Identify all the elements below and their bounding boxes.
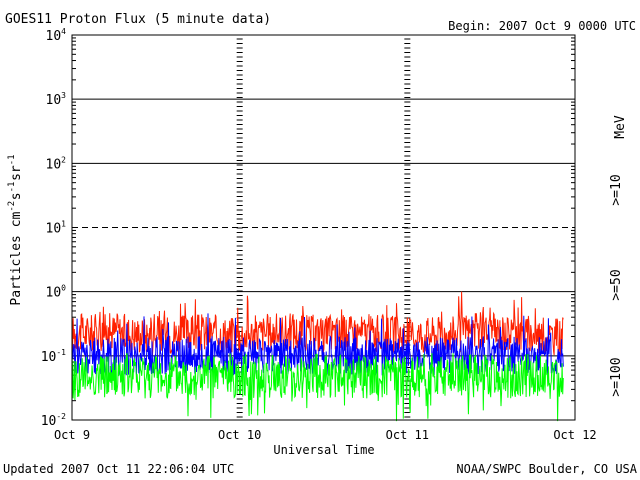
y-axis-label: Particles cm-2 s-1 sr-1 bbox=[7, 154, 24, 305]
y-tick-label: 10-1 bbox=[41, 348, 66, 365]
x-tick-labels: Oct 9 Oct 10 Oct 11 Oct 12 bbox=[54, 428, 597, 442]
y-tick-label: 104 bbox=[46, 27, 67, 44]
y-tick-labels: 104 103 102 101 100 10-1 10-2 bbox=[41, 27, 66, 429]
updated-time: Updated 2007 Oct 11 22:06:04 UTC bbox=[3, 462, 234, 476]
y-tick-label: 102 bbox=[46, 155, 67, 172]
x-axis-label: Universal Time bbox=[273, 443, 374, 457]
plot-frame bbox=[71, 34, 576, 421]
x-tick-label: Oct 9 bbox=[54, 428, 90, 442]
series-layer bbox=[71, 291, 564, 422]
y-axis-label-text: Particles cm-2 s-1 sr-1 bbox=[7, 154, 24, 305]
x-tick-label: Oct 11 bbox=[386, 428, 429, 442]
legend-item: >=10 bbox=[609, 174, 624, 205]
series-line bbox=[71, 353, 564, 422]
x-tick-label: Oct 12 bbox=[553, 428, 596, 442]
y-tick-label: 103 bbox=[46, 91, 67, 108]
legend: >=10 >=50 >=100 MeV bbox=[609, 115, 628, 396]
x-tick-label: Oct 10 bbox=[218, 428, 261, 442]
legend-units: MeV bbox=[613, 115, 628, 139]
credit: NOAA/SWPC Boulder, CO USA bbox=[456, 462, 637, 476]
legend-item: >=50 bbox=[609, 269, 624, 300]
y-tick-label: 10-2 bbox=[41, 412, 66, 429]
y-tick-label: 100 bbox=[46, 284, 67, 301]
chart-title: GOES11 Proton Flux (5 minute data) bbox=[5, 12, 271, 27]
legend-item: >=100 bbox=[609, 357, 624, 396]
begin-time: Begin: 2007 Oct 9 0000 UTC bbox=[448, 19, 636, 33]
y-tick-label: 101 bbox=[46, 220, 67, 237]
series-line bbox=[71, 291, 564, 356]
